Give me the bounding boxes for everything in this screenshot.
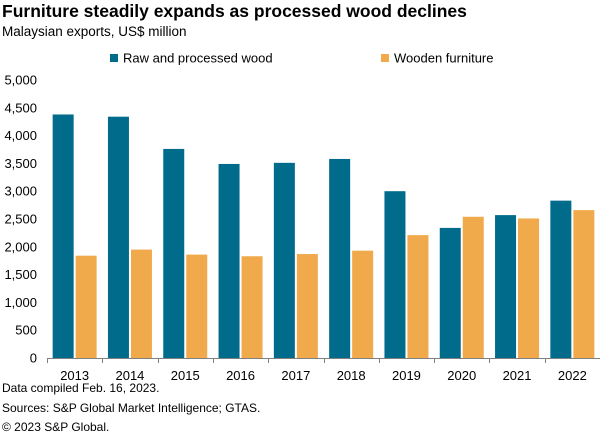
bar-raw-processed-wood-2015 (163, 148, 185, 358)
bar-raw-processed-wood-2022 (550, 200, 572, 358)
footnote-data-compiled: Data compiled Feb. 16, 2023. (2, 381, 160, 395)
x-axis: 2013 2014 2015 2016 2017 2018 2019 2020 2021 2022 (47, 358, 600, 383)
bar-wooden-furniture-2021 (518, 218, 540, 358)
bar-raw-processed-wood-2017 (273, 162, 295, 358)
y-tick-label: 4,000 (4, 128, 37, 143)
footnote-sources: Sources: S&P Global Market Intelligence;… (2, 401, 261, 415)
y-tick-label: 500 (15, 323, 37, 338)
bar-raw-processed-wood-2021 (495, 215, 517, 358)
x-tick-label: 2019 (392, 368, 421, 383)
legend-label-1: Wooden furniture (394, 51, 494, 66)
legend-swatch-0 (110, 54, 118, 62)
bar-raw-processed-wood-2016 (218, 163, 240, 358)
y-tick-label: 1,000 (4, 295, 37, 310)
legend-swatch-1 (381, 54, 389, 62)
x-tick-label: 2021 (503, 368, 532, 383)
bar-wooden-furniture-2017 (296, 254, 318, 358)
chart-subtitle: Malaysian exports, US$ million (2, 24, 187, 39)
y-tick-label: 4,500 (4, 100, 37, 115)
bar-wooden-furniture-2018 (352, 250, 374, 358)
y-tick-label: 5,000 (4, 73, 37, 88)
bar-wooden-furniture-2015 (186, 254, 208, 358)
bar-raw-processed-wood-2014 (107, 116, 129, 358)
y-tick-label: 2,000 (4, 239, 37, 254)
x-tick-label: 2013 (60, 368, 89, 383)
y-tick-label: 3,500 (4, 156, 37, 171)
bar-wooden-furniture-2013 (75, 255, 97, 358)
bar-wooden-furniture-2022 (573, 210, 595, 358)
y-tick-label: 1,500 (4, 267, 37, 282)
x-tick-label: 2014 (115, 368, 144, 383)
y-tick-label: 3,000 (4, 184, 37, 199)
x-tick-label: 2020 (447, 368, 476, 383)
bar-raw-processed-wood-2019 (384, 191, 406, 358)
x-tick-label: 2016 (226, 368, 255, 383)
bar-wooden-furniture-2014 (130, 249, 152, 358)
x-tick-label: 2015 (171, 368, 200, 383)
y-tick-label: 2,500 (4, 212, 37, 227)
legend: Raw and processed wood Wooden furniture (110, 51, 494, 66)
bar-raw-processed-wood-2018 (329, 158, 351, 358)
x-tick-label: 2017 (281, 368, 310, 383)
bar-wooden-furniture-2019 (407, 235, 429, 358)
y-axis: 0 500 1,000 1,500 2,000 2,500 3,000 3,500 4,000 4… (4, 73, 37, 366)
y-tick-label: 0 (30, 351, 37, 366)
footnote-copyright: © 2023 S&P Global. (2, 420, 110, 434)
bar-raw-processed-wood-2020 (439, 227, 461, 358)
bar-wooden-furniture-2020 (462, 216, 484, 358)
x-tick-label: 2018 (337, 368, 366, 383)
chart-title: Furniture steadily expands as processed … (2, 1, 467, 21)
bar-raw-processed-wood-2013 (52, 114, 74, 358)
legend-label-0: Raw and processed wood (123, 51, 273, 66)
bar-wooden-furniture-2016 (241, 256, 263, 358)
bars (52, 114, 595, 358)
x-tick-label: 2022 (558, 368, 587, 383)
